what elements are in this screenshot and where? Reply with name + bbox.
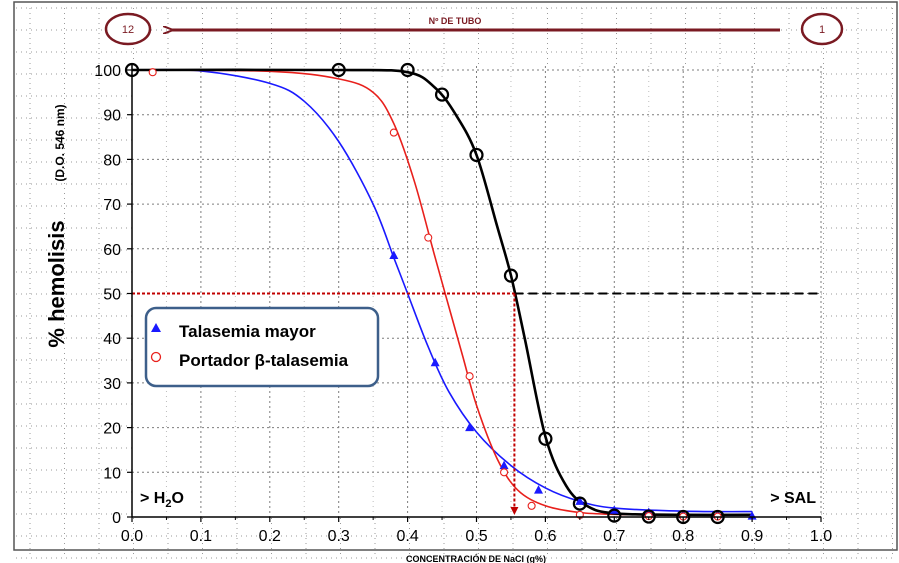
legend-marker-talasemia-mayor <box>151 323 161 332</box>
marker-series-2 <box>503 268 519 283</box>
legend-label-talasemia-mayor: Talasemia mayor <box>179 322 316 341</box>
series-curve-0 <box>131 68 753 513</box>
marker-series-2 <box>469 147 484 163</box>
marker-series-0 <box>465 422 475 432</box>
grid-lines <box>131 66 822 518</box>
legend-box <box>144 306 380 388</box>
water-annotation-suffix: O <box>171 490 183 507</box>
y-tick-label: 10 <box>103 465 121 482</box>
x-tick-label: 0.7 <box>603 528 625 545</box>
outer-frame <box>13 1 898 551</box>
tube-end-label: 1 <box>819 24 825 36</box>
x-tick-label: 0.3 <box>328 528 350 545</box>
legend: Talasemia mayor Portador β-talasemia <box>144 306 380 388</box>
x-tick-label: 0.6 <box>534 528 556 545</box>
axes: 0.0 0.1 0.2 0.3 0.4 0.5 0.6 0.7 0.8 0.9 1.0 0 10 20 30… <box>94 63 832 545</box>
marker-series-0 <box>499 460 509 470</box>
series-curve-1 <box>131 69 684 516</box>
y-axis-title: % hemolisis (D.O. 546 nm) <box>44 104 69 347</box>
y-axis-label-sub: (D.O. 546 nm) <box>53 104 67 181</box>
marker-series-0 <box>575 496 585 505</box>
marker-series-1 <box>389 128 398 137</box>
tube-end-circle <box>800 12 844 46</box>
legend-marker-portador <box>150 351 162 363</box>
y-tick-label: 90 <box>103 108 121 125</box>
marker-series-1 <box>465 372 474 381</box>
water-annotation: > H2O <box>140 490 184 510</box>
y-tick-label: 50 <box>103 287 121 304</box>
x-tick-label: 1.0 <box>810 528 832 545</box>
marker-series-1 <box>500 468 509 477</box>
x-tick-label: 0.0 <box>121 528 143 545</box>
y-axis-label-main: % hemolisis <box>44 220 69 347</box>
x-axis-label: CONCENTRACIÓN DE NaCl (g%) <box>406 553 546 563</box>
marker-series-0 <box>534 485 544 494</box>
tube-start-circle <box>104 12 152 46</box>
marker-series-1 <box>148 68 157 77</box>
y-tick-label: 30 <box>103 376 121 393</box>
y-tick-label: 0 <box>112 510 121 527</box>
reference-lines <box>132 292 821 515</box>
x-tick-label: 0.2 <box>259 528 281 545</box>
water-annotation-prefix: > H <box>140 490 165 507</box>
reference-drop-arrow <box>510 507 519 515</box>
y-tick-label: 100 <box>94 63 121 80</box>
marker-series-2 <box>434 87 450 102</box>
marker-series-2 <box>331 62 346 78</box>
salt-annotation: > SAL <box>770 490 816 507</box>
marker-series-0 <box>389 250 399 260</box>
data-markers <box>124 62 757 525</box>
x-tick-label: 0.1 <box>190 528 212 545</box>
marker-series-2 <box>572 496 587 511</box>
marker-series-2 <box>538 431 553 446</box>
marker-series-1 <box>424 233 433 242</box>
marker-series-0 <box>430 357 440 367</box>
marker-series-2 <box>400 62 415 78</box>
water-annotation-sub: 2 <box>165 498 171 510</box>
y-tick-label: 20 <box>103 421 121 438</box>
tube-number-bar: 12 1 Nº DE TUBO <box>104 12 844 46</box>
x-tick-label: 0.8 <box>672 528 694 545</box>
marker-series-1 <box>527 501 536 510</box>
y-tick-label: 40 <box>103 331 121 348</box>
y-tick-label: 70 <box>103 197 121 214</box>
y-tick-label: 80 <box>103 152 121 169</box>
tube-start-label: 12 <box>122 24 134 36</box>
legend-label-portador: Portador β-talasemia <box>179 351 349 370</box>
y-tick-label: 60 <box>103 242 121 259</box>
x-tick-label: 0.9 <box>741 528 763 545</box>
x-tick-label: 0.5 <box>465 528 487 545</box>
x-tick-label: 0.4 <box>396 528 418 545</box>
tube-axis-title: Nº DE TUBO <box>429 16 482 26</box>
